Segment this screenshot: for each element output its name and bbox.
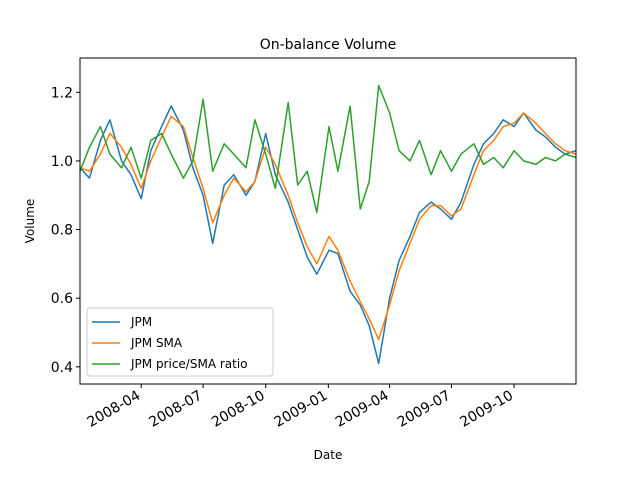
chart-title: On-balance Volume	[260, 37, 397, 53]
y-tick-label: 0.6	[51, 291, 73, 307]
legend-label-1: JPM	[130, 315, 152, 329]
legend-box	[86, 307, 274, 377]
y-tick-label: 1.2	[51, 85, 73, 101]
series-line-1	[79, 105, 577, 365]
y-tick-label: 0.8	[51, 223, 73, 239]
legend-label-2: JPM SMA	[130, 336, 183, 350]
y-axis-ticks: 0.4 0.6 0.8 1.0 1.2	[51, 85, 80, 376]
series-lines	[79, 84, 577, 365]
y-tick-label: 1.0	[51, 154, 73, 170]
legend-label-3: JPM price/SMA ratio	[130, 357, 248, 371]
y-axis-label: Volume	[23, 199, 37, 244]
x-axis-label: Date	[314, 448, 343, 462]
legend: JPM JPM SMA JPM price/SMA ratio	[86, 307, 274, 377]
series-line-2	[79, 112, 577, 341]
y-tick-label: 0.4	[51, 360, 73, 376]
series-line-3	[79, 84, 577, 214]
